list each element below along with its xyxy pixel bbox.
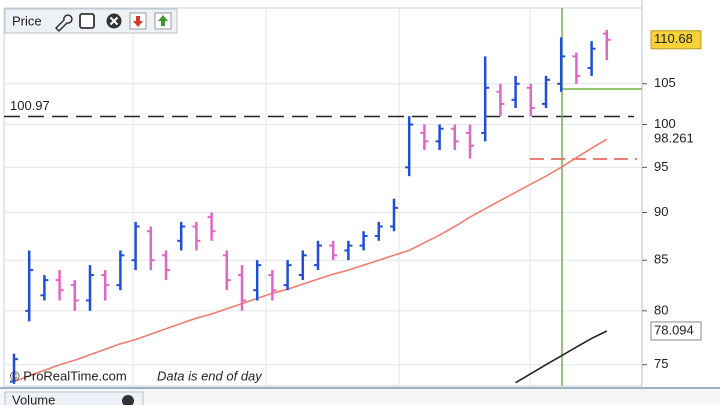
volume-title: Volume (12, 392, 55, 405)
y-tick-label: 100 (654, 116, 676, 131)
panel-header: Price (4, 8, 178, 34)
last-value-box (650, 30, 702, 50)
volume-close-icon[interactable] (122, 395, 134, 407)
y-tick-label: 85 (654, 252, 668, 267)
settings-icon[interactable] (54, 14, 73, 33)
last-value-label: 78.094 (654, 322, 694, 337)
line-layer (13, 138, 608, 384)
axis-layer: 75 80 85 90 95 100 105 110.68 98.261 78.094 (642, 30, 702, 371)
note-label: Data is end of day (157, 368, 263, 383)
y-tick-label: 80 (654, 302, 668, 317)
reference-layer: 100.97 (4, 98, 634, 118)
grid-layer (4, 83, 642, 366)
volume-pane (0, 388, 720, 405)
last-value-label: 98.261 (654, 131, 694, 146)
reference-label: 100.97 (10, 98, 50, 113)
bar-layer (10, 29, 611, 384)
panel-title: Price (12, 13, 42, 28)
vertical-grid (132, 8, 531, 386)
y-tick-label: 75 (654, 356, 668, 371)
y-tick-label: 95 (654, 159, 668, 174)
down-arrow (133, 16, 143, 27)
moving-average (515, 330, 608, 384)
y-tick-label: 90 (654, 204, 668, 219)
source-label: © ProRealTime.com (10, 368, 127, 383)
maximize-icon[interactable] (79, 13, 95, 29)
last-value-label: 110.68 (654, 31, 693, 46)
last-value-box (650, 321, 702, 341)
y-tick-label: 105 (654, 75, 676, 90)
close-cross (109, 16, 119, 26)
up-arrow (158, 15, 168, 26)
moving-average (13, 138, 608, 383)
last-value-box (650, 129, 702, 149)
